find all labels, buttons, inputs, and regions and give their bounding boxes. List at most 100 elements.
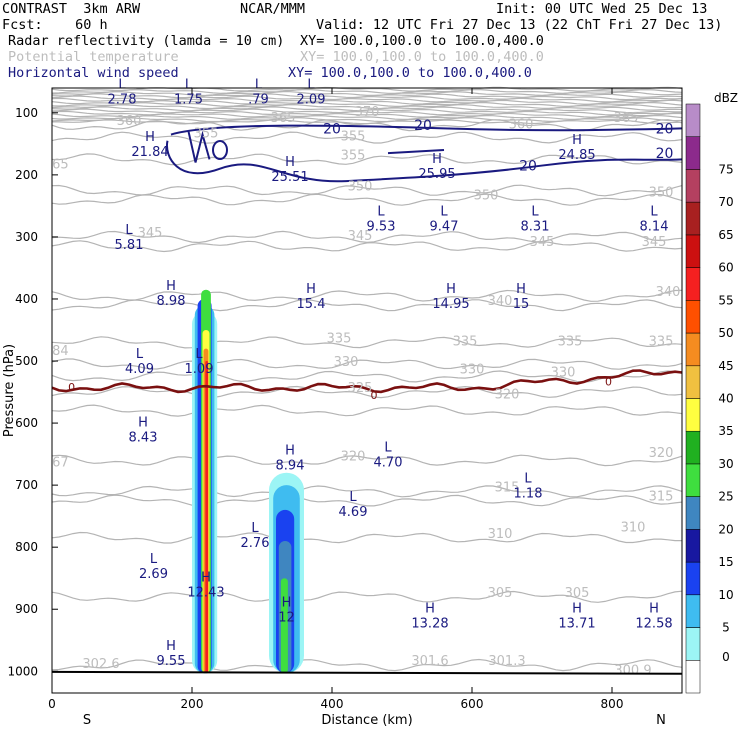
theta-isentrope (51, 299, 683, 312)
extremum-value: 12.58 (635, 617, 672, 632)
zero-contour-label: 0 (371, 389, 378, 402)
colorbar-label: 0 (722, 650, 730, 664)
wind-extremum-marker: L (377, 205, 385, 220)
extremum-marker: H (166, 279, 176, 294)
theta-contour-label: 345 (530, 235, 555, 250)
theta-contour-label: 330 (334, 355, 359, 370)
theta-contour-label: 300.9 (614, 663, 651, 678)
theta-contour-label: 335 (327, 331, 352, 346)
extremum-marker: L (524, 471, 532, 486)
theta-contour-label: 345 (348, 229, 373, 244)
extremum-value: 9.55 (157, 654, 186, 669)
field1-xy: XY= 100.0,100.0 to 100.0,400.0 (300, 33, 544, 49)
colorbar-swatch (685, 234, 701, 268)
colorbar-swatch (685, 430, 701, 465)
extremum-marker: H (285, 443, 295, 458)
theta-isentrope (51, 358, 683, 370)
wind-extremum-value: 9.53 (367, 220, 396, 235)
extremum-marker: L (150, 552, 158, 567)
theta-contour-label: 345 (642, 235, 667, 250)
theta-isentrope (51, 658, 683, 672)
theta-contour-label: 335 (453, 335, 478, 350)
extremum-value: 8.94 (276, 458, 305, 473)
theta-isentrope (51, 494, 683, 507)
theta-contour-label: 330 (460, 362, 485, 377)
colorbar-swatch (685, 496, 701, 530)
theta-isentrope (51, 193, 683, 206)
theta-isentrope (51, 531, 682, 544)
zero-contour-label: 0 (605, 376, 612, 389)
colorbar-swatch (685, 463, 701, 497)
wind-extremum-marker: H (432, 152, 442, 167)
colorbar-swatch (685, 561, 701, 596)
colorbar-label: 35 (718, 424, 733, 438)
wind-extremum-marker: L (440, 205, 448, 220)
theta-contour-label: 350 (474, 189, 499, 204)
wind-extremum-marker: H (446, 282, 456, 297)
surface-line (51, 670, 683, 675)
extremum-value: 1.09 (185, 362, 214, 377)
colorbar-swatch (685, 594, 701, 628)
wind-extremum-value: 25.51 (271, 170, 308, 185)
colorbar-label: 5 (722, 621, 730, 635)
theta-isentrope (51, 153, 683, 166)
wind-extremum-value: 24.85 (558, 148, 595, 163)
theta-contour-label: 320 (649, 446, 674, 461)
extremum-marker: H (425, 602, 435, 617)
theta-isentrope (51, 117, 683, 123)
plot-frame (51, 87, 683, 694)
wind-extremum-value: 21.84 (131, 145, 168, 160)
wind-contour-label: 20 (414, 118, 432, 134)
extremum-marker: H (166, 639, 176, 654)
wind-extremum-marker: L (650, 205, 658, 220)
extremum-marker: L (125, 223, 133, 238)
x-tick-label: 600 (461, 697, 484, 711)
theta-isentrope (51, 454, 683, 467)
colorbar-label: 55 (718, 293, 733, 307)
y-tick-label: 500 (15, 354, 38, 368)
extremum-marker: H (649, 602, 659, 617)
theta-isentrope (51, 108, 682, 114)
theta-isentrope (51, 112, 683, 118)
zero-contour-label: 0 (68, 381, 75, 394)
theta-contour-label: 365 (614, 111, 639, 126)
extremum-marker: L (255, 77, 263, 92)
theta-contour-label: 301.6 (411, 654, 448, 669)
colorbar-label: 30 (718, 457, 733, 471)
theta-isentrope (51, 184, 683, 197)
extremum-value: 8.43 (129, 430, 158, 445)
org-label: NCAR/MMM (240, 1, 306, 17)
theta-contour-label: 360 (117, 114, 142, 129)
theta-contour-label: 350 (348, 179, 373, 194)
theta-contour-label: 302.6 (82, 657, 119, 672)
y-tick-label: 400 (15, 292, 38, 306)
theta-isentrope (51, 131, 683, 144)
theta-isentrope (51, 95, 683, 101)
theta-contour-label: 315 (495, 480, 520, 495)
x-tick-label: 800 (601, 697, 624, 711)
extremum-marker: L (136, 347, 144, 362)
wind-extremum-value: 15 (513, 297, 530, 312)
colorbar-label: 60 (718, 261, 733, 275)
theta-contour-label: 67 (52, 456, 69, 471)
theta-contour-label: 65 (52, 158, 69, 173)
extremum-marker: H (572, 602, 582, 617)
colorbar-swatch (685, 660, 701, 694)
theta-isentrope (51, 385, 683, 399)
wind-extremum-marker: L (531, 205, 539, 220)
field1-label: Radar reflectivity (lamda = 10 cm) (8, 33, 285, 49)
theta-contour-label: 355 (341, 148, 366, 163)
extremum-value: .79 (248, 92, 269, 107)
x-tick-label: 400 (321, 697, 344, 711)
reflectivity-cell (205, 361, 209, 674)
wind-extremum-value: 15.4 (297, 297, 326, 312)
field2-label: Potential temperature (8, 49, 179, 65)
colorbar-swatch (685, 365, 701, 399)
extremum-value: 2.69 (139, 567, 168, 582)
colorbar-label: 50 (718, 326, 733, 340)
wind-extremum-marker: H (572, 133, 582, 148)
theta-contour-label: 330 (551, 366, 576, 381)
colorbar-swatch (685, 627, 701, 661)
colorbar-swatch (685, 529, 701, 563)
forecast-hour: Fcst: 60 h (2, 17, 108, 33)
